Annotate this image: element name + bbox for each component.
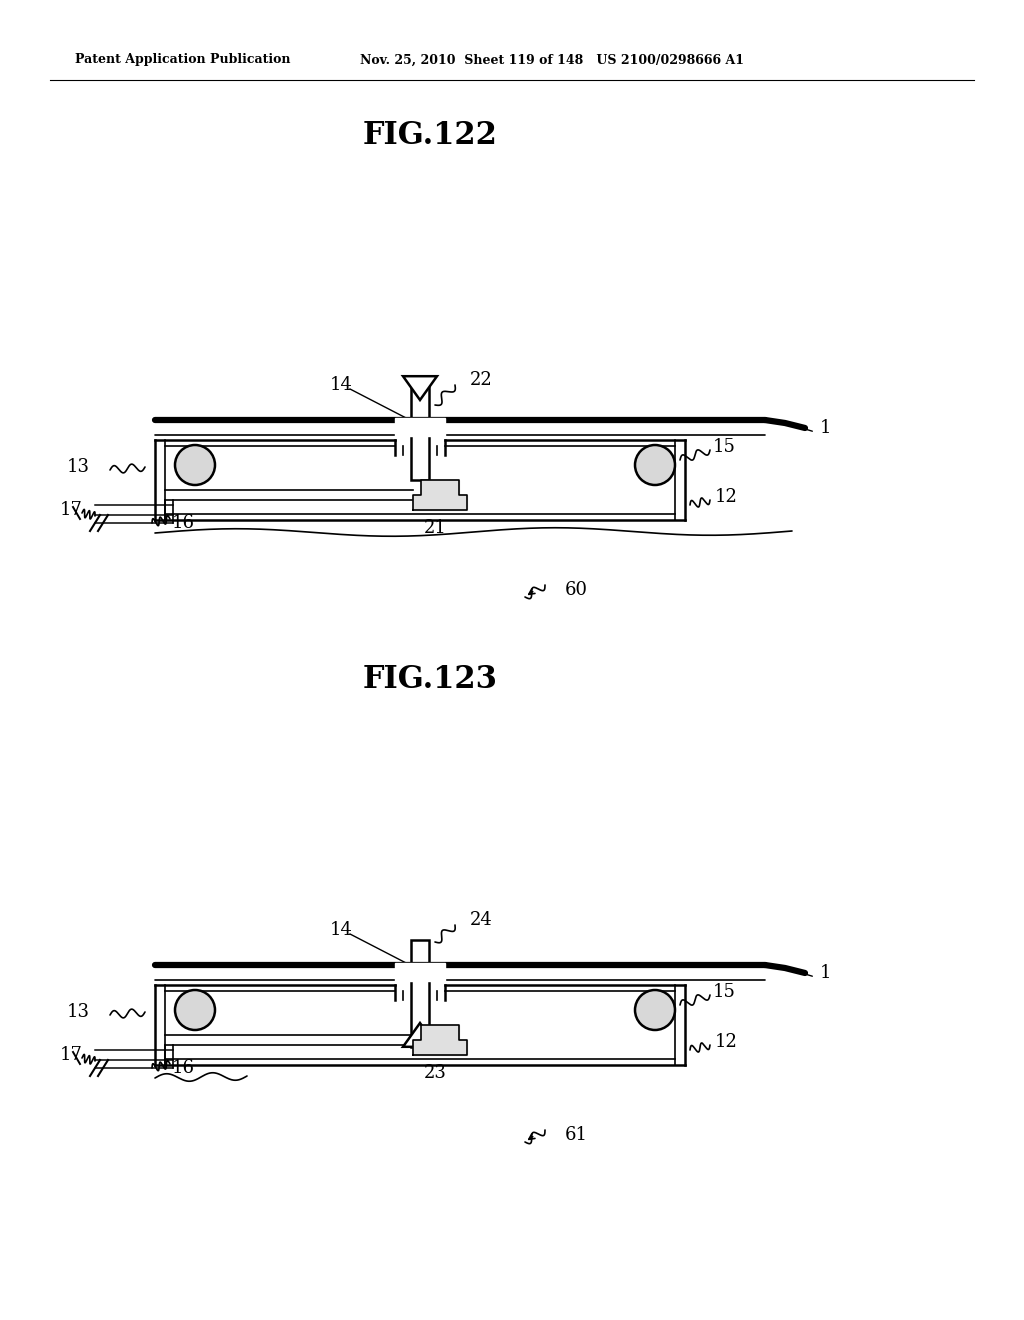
Polygon shape xyxy=(411,376,429,480)
Polygon shape xyxy=(403,1023,437,1047)
Polygon shape xyxy=(411,940,429,1047)
Polygon shape xyxy=(395,962,445,981)
Text: 24: 24 xyxy=(470,911,493,929)
Text: 13: 13 xyxy=(67,458,90,477)
Text: 61: 61 xyxy=(565,1126,588,1144)
Text: 1: 1 xyxy=(820,964,831,982)
Text: 17: 17 xyxy=(60,1045,83,1064)
Text: 12: 12 xyxy=(715,488,738,506)
Text: Patent Application Publication: Patent Application Publication xyxy=(75,54,291,66)
Text: 16: 16 xyxy=(172,1059,195,1077)
Text: Nov. 25, 2010  Sheet 119 of 148   US 2100/0298666 A1: Nov. 25, 2010 Sheet 119 of 148 US 2100/0… xyxy=(360,54,744,66)
Circle shape xyxy=(175,445,215,484)
Text: 12: 12 xyxy=(715,1034,738,1051)
Text: 14: 14 xyxy=(330,376,353,393)
Text: 1: 1 xyxy=(820,418,831,437)
Text: 60: 60 xyxy=(565,581,588,599)
Text: 15: 15 xyxy=(713,983,736,1001)
Text: 17: 17 xyxy=(60,502,83,519)
Polygon shape xyxy=(413,480,467,510)
Circle shape xyxy=(175,990,215,1030)
Polygon shape xyxy=(413,1026,467,1055)
Polygon shape xyxy=(403,376,437,400)
Polygon shape xyxy=(395,417,445,436)
Text: 13: 13 xyxy=(67,1003,90,1020)
Text: 14: 14 xyxy=(330,921,353,939)
Text: FIG.123: FIG.123 xyxy=(362,664,498,696)
Text: 16: 16 xyxy=(172,513,195,532)
Text: 22: 22 xyxy=(470,371,493,389)
Text: 15: 15 xyxy=(713,438,736,455)
Text: 23: 23 xyxy=(424,1064,446,1082)
Text: 21: 21 xyxy=(424,519,446,537)
Text: FIG.122: FIG.122 xyxy=(362,120,498,150)
Circle shape xyxy=(635,445,675,484)
Circle shape xyxy=(635,990,675,1030)
